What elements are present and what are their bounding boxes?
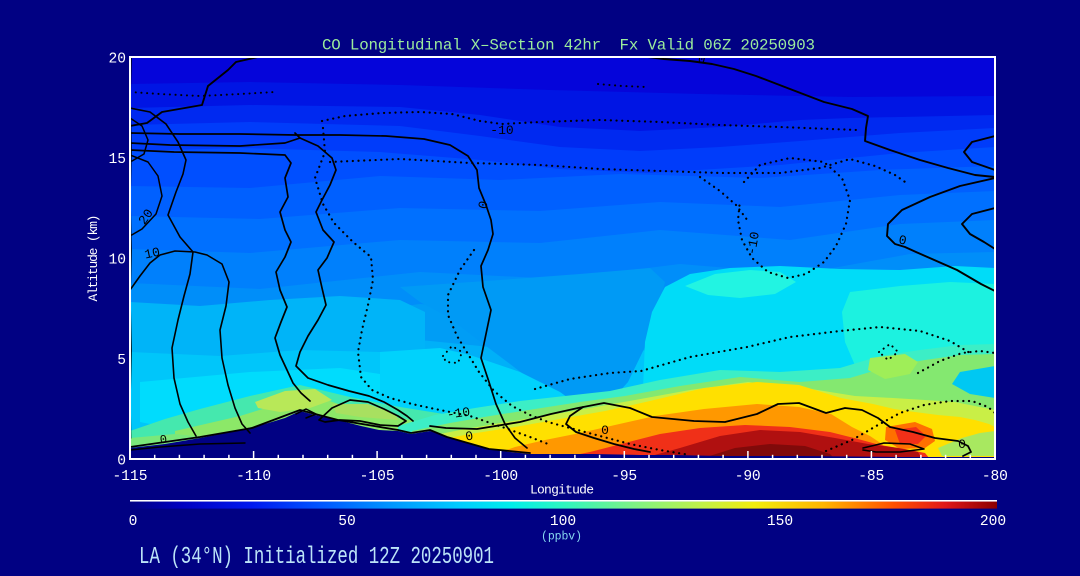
svg-text:5: 5 xyxy=(117,353,126,369)
svg-text:10: 10 xyxy=(108,253,126,269)
svg-text:0: 0 xyxy=(958,437,966,452)
svg-text:15: 15 xyxy=(108,152,126,168)
svg-text:50: 50 xyxy=(338,514,356,530)
svg-text:150: 150 xyxy=(767,514,793,530)
svg-text:-100: -100 xyxy=(483,469,518,485)
svg-text:10: 10 xyxy=(143,245,161,263)
svg-text:-85: -85 xyxy=(858,469,884,485)
svg-text:-115: -115 xyxy=(113,469,148,485)
svg-text:0: 0 xyxy=(464,428,474,444)
svg-text:20: 20 xyxy=(108,52,126,68)
svg-text:-10: -10 xyxy=(446,404,471,422)
svg-text:-95: -95 xyxy=(611,469,637,485)
svg-text:CO Longitudinal X–Section 42hr: CO Longitudinal X–Section 42hr Fx Valid … xyxy=(322,37,815,55)
svg-text:-90: -90 xyxy=(735,469,761,485)
svg-text:-80: -80 xyxy=(982,469,1008,485)
svg-text:Altitude (km): Altitude (km) xyxy=(86,215,101,302)
svg-text:-105: -105 xyxy=(360,469,395,485)
svg-text:Longitude: Longitude xyxy=(530,483,594,498)
svg-text:100: 100 xyxy=(550,514,576,530)
svg-text:-10: -10 xyxy=(490,123,513,138)
svg-text:0: 0 xyxy=(897,232,907,248)
svg-text:200: 200 xyxy=(980,514,1006,530)
svg-text:-10: -10 xyxy=(744,231,763,257)
svg-text:0: 0 xyxy=(159,433,168,448)
svg-text:0: 0 xyxy=(601,423,609,438)
svg-text:20: 20 xyxy=(136,206,157,227)
svg-text:(ppbv): (ppbv) xyxy=(541,531,582,544)
svg-text:-110: -110 xyxy=(236,469,271,485)
svg-text:LA (34°N) Initialized 12Z 2025: LA (34°N) Initialized 12Z 20250901 xyxy=(139,544,494,571)
svg-text:0: 0 xyxy=(697,53,707,68)
svg-text:0: 0 xyxy=(117,454,126,470)
svg-text:0: 0 xyxy=(475,199,492,210)
svg-text:0: 0 xyxy=(129,514,138,530)
